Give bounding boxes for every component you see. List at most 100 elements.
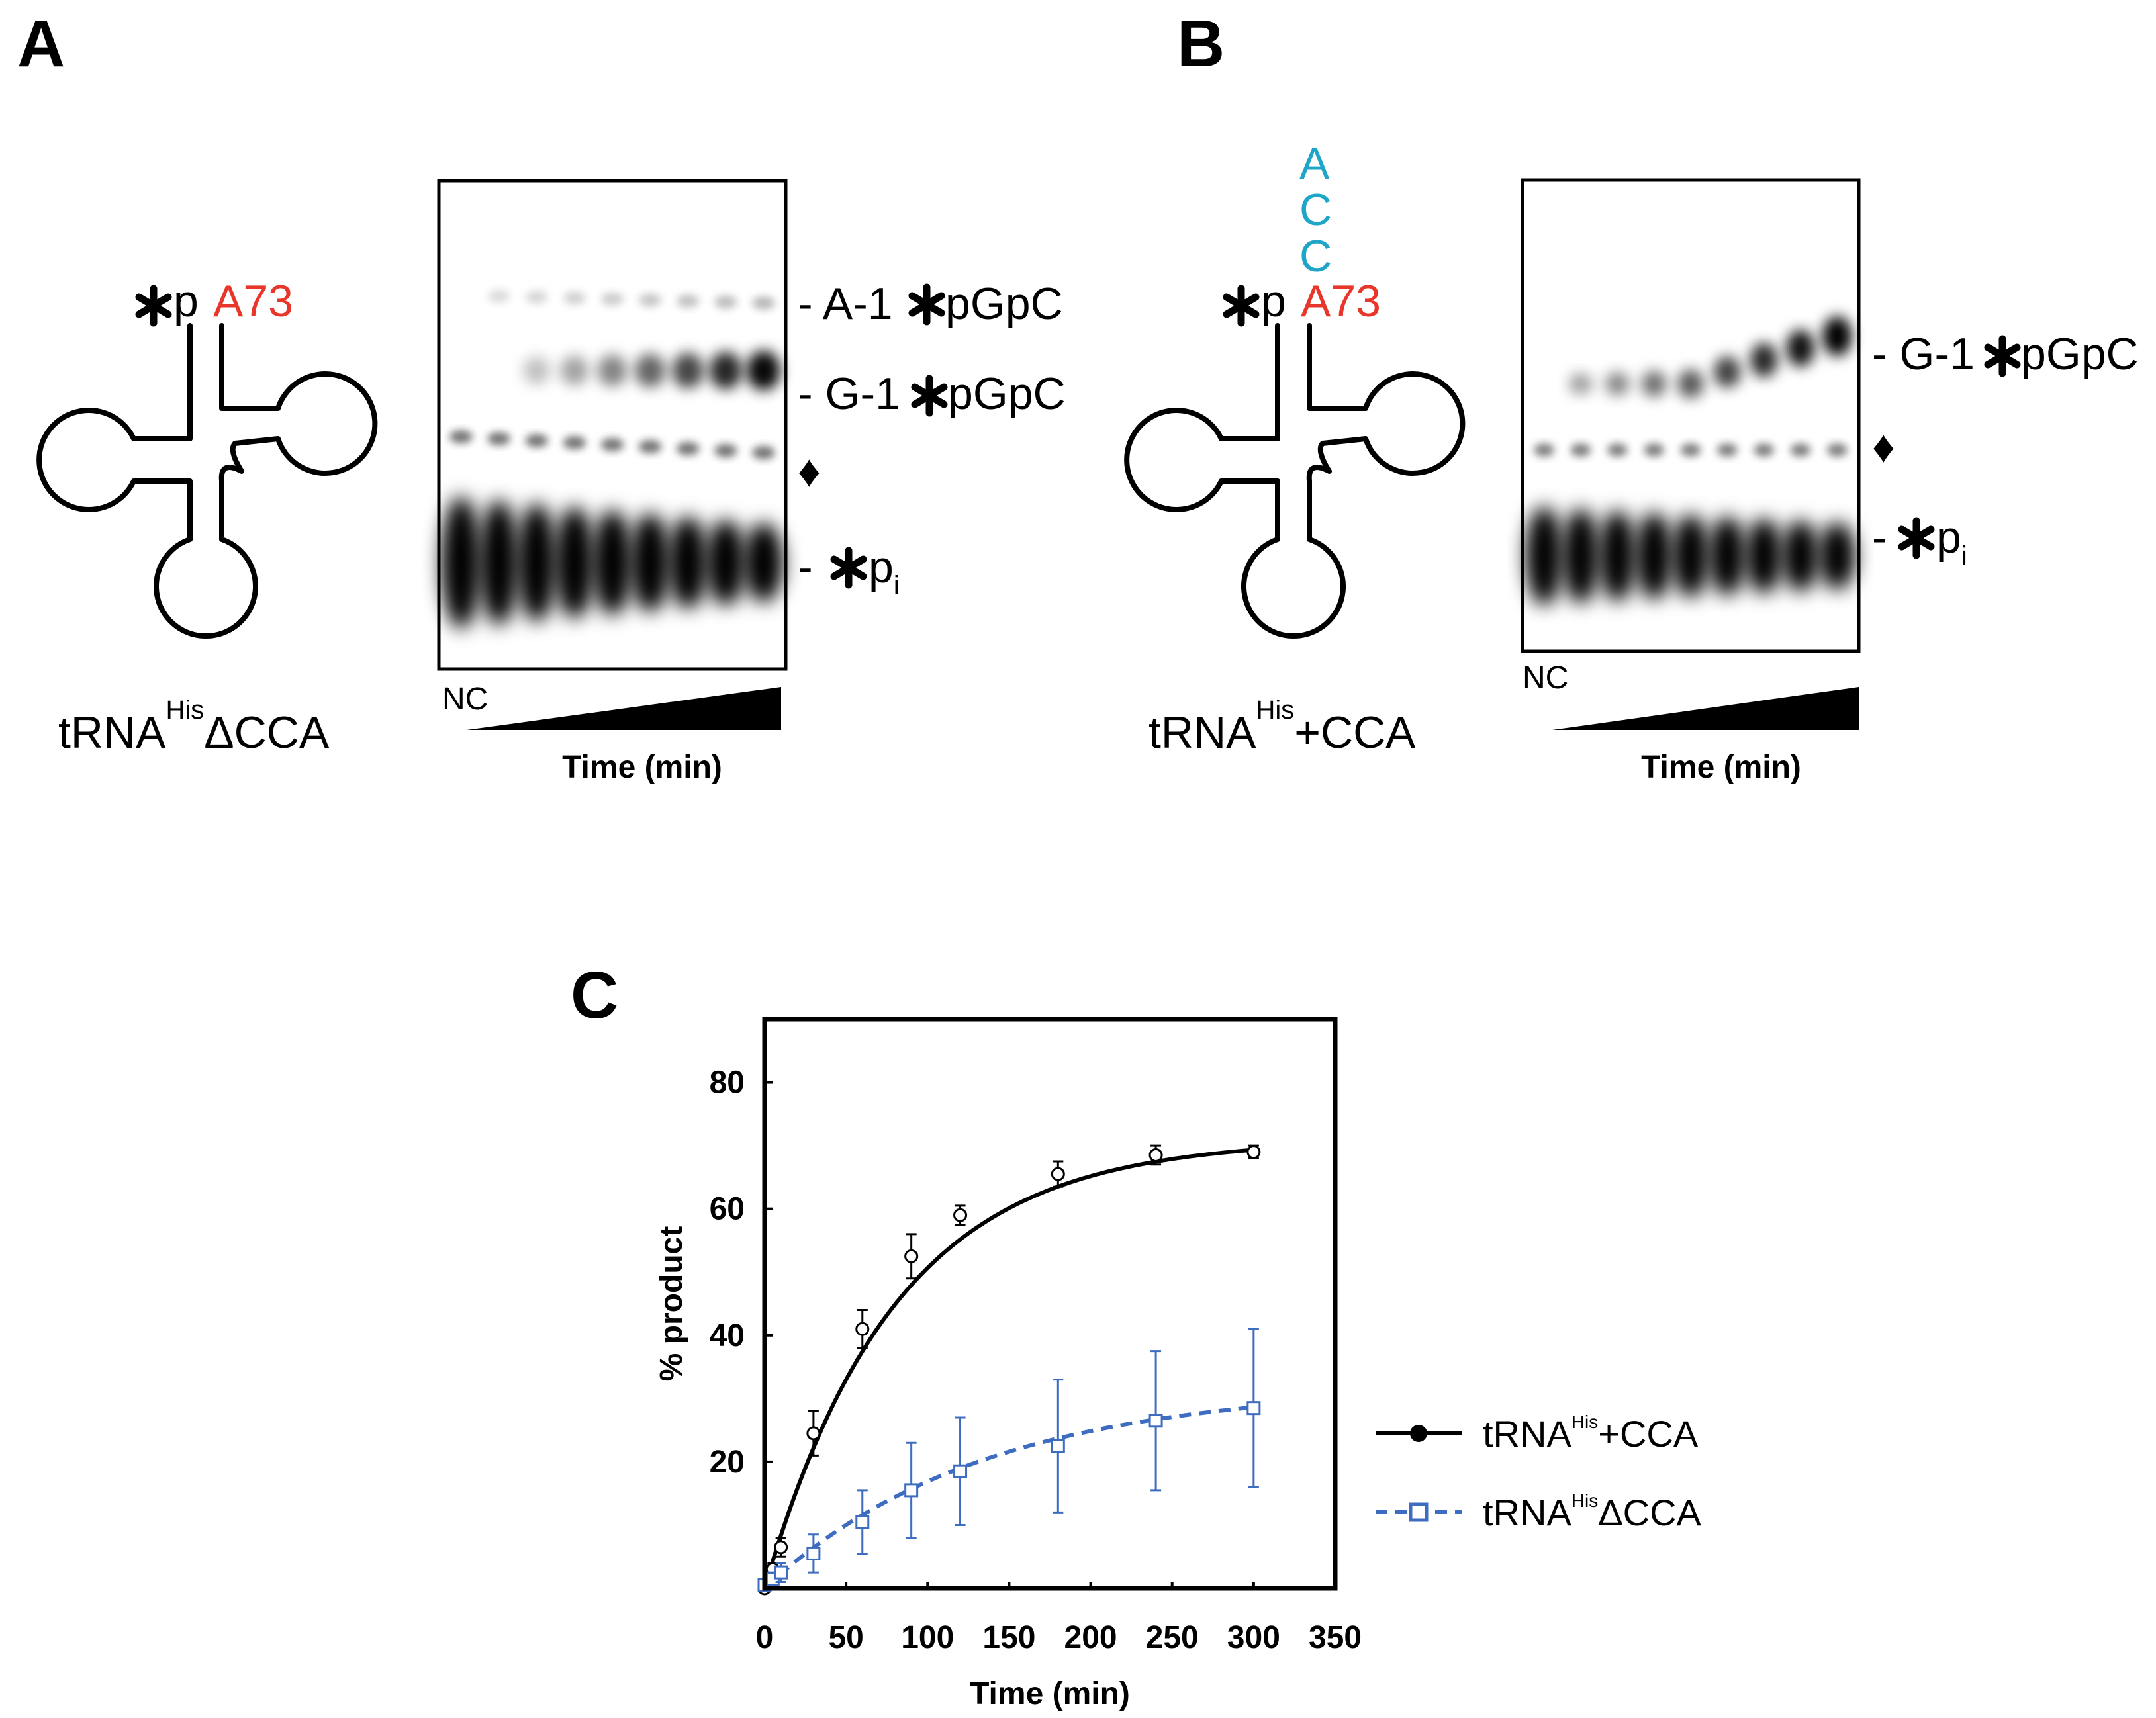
x-tick-label: 350 bbox=[1309, 1620, 1362, 1655]
gel-band bbox=[1641, 371, 1667, 397]
gel-band bbox=[600, 438, 624, 451]
panel-b-letter: B bbox=[1177, 7, 1225, 81]
gel-b: NC Time (min) bbox=[1521, 178, 1861, 785]
gel-a-band-labels: - A-1 pGpC - G-1 pGpC ♦ - pi bbox=[798, 279, 1066, 600]
chart-series bbox=[757, 1144, 1261, 1596]
asterisk-icon bbox=[1902, 521, 1931, 555]
gel-band bbox=[752, 296, 775, 310]
data-point bbox=[1246, 1145, 1261, 1159]
gel-band bbox=[743, 523, 784, 602]
data-point bbox=[1148, 1414, 1163, 1428]
panel-b: B A C C p A73 tRNAHis+CCA NC Time (min) … bbox=[1124, 7, 2139, 785]
gel-band bbox=[1745, 518, 1783, 594]
y-tick-label: 40 bbox=[710, 1318, 745, 1353]
legend-item-dcca: tRNAHisΔCCA bbox=[1376, 1490, 1702, 1533]
data-point bbox=[774, 1540, 788, 1555]
gel-band bbox=[1534, 443, 1554, 457]
series-fit-line bbox=[763, 1405, 1254, 1590]
band-label-a2: - G-1 bbox=[798, 369, 900, 419]
gel-a-time-wedge bbox=[467, 687, 781, 730]
data-point bbox=[774, 1565, 788, 1580]
asterisk-icon bbox=[1227, 289, 1256, 323]
gel-band bbox=[714, 444, 737, 457]
chart-legend: tRNAHis+CCA tRNAHisΔCCA bbox=[1376, 1412, 1702, 1533]
gel-band bbox=[526, 291, 548, 304]
gel-band bbox=[1818, 522, 1856, 590]
x-tick-label: 0 bbox=[756, 1620, 774, 1655]
gel-b-band-labels: - G-1 pGpC ♦ - pi bbox=[1872, 329, 2139, 570]
x-tick-label: 250 bbox=[1146, 1620, 1199, 1655]
gel-band bbox=[523, 357, 550, 384]
gel-band bbox=[1570, 443, 1591, 457]
gel-band bbox=[525, 434, 549, 447]
data-point bbox=[904, 1483, 919, 1498]
data-point bbox=[1246, 1401, 1261, 1416]
gel-band bbox=[706, 520, 746, 606]
gel-band bbox=[1717, 443, 1738, 457]
band-label-b1-suffix: pGpC bbox=[2021, 329, 2139, 379]
gel-band bbox=[746, 351, 781, 390]
gel-band bbox=[592, 510, 632, 615]
gel-band bbox=[1713, 356, 1741, 388]
panel-a: A p A73 tRNAHisΔCCA NC Time (min) - A-1 … bbox=[17, 7, 1066, 785]
trna-cloverleaf-b bbox=[1124, 323, 1466, 639]
gel-band bbox=[1605, 372, 1630, 396]
data-point bbox=[904, 1249, 919, 1263]
gel-band bbox=[1569, 373, 1593, 394]
gel-a-bands bbox=[441, 289, 784, 629]
band-label-a4: - bbox=[798, 542, 813, 592]
x-axis-label: Time (min) bbox=[970, 1676, 1130, 1711]
y-axis-label: % product bbox=[654, 1226, 689, 1382]
gel-band bbox=[1607, 443, 1628, 457]
band-label-b2: ♦ bbox=[1872, 422, 1895, 472]
trna-label-b: tRNAHis+CCA bbox=[1148, 696, 1416, 758]
gel-band bbox=[487, 432, 510, 445]
gel-band bbox=[1709, 516, 1746, 596]
phospho-label-a: p bbox=[173, 276, 199, 326]
gel-band bbox=[449, 430, 473, 443]
gel-band bbox=[1750, 343, 1778, 377]
gel-band bbox=[601, 293, 624, 306]
y-tick-label: 20 bbox=[710, 1445, 745, 1480]
legend-label-cca: tRNAHis+CCA bbox=[1483, 1412, 1699, 1455]
gel-b-nc-label: NC bbox=[1523, 660, 1568, 696]
legend-marker-square bbox=[1409, 1502, 1429, 1522]
gel-band bbox=[630, 513, 671, 612]
asterisk-icon bbox=[139, 289, 168, 323]
band-label-a3: ♦ bbox=[798, 446, 821, 496]
gel-band bbox=[677, 294, 700, 308]
panel-c-letter: C bbox=[571, 958, 618, 1032]
trna-label-a: tRNAHisΔCCA bbox=[58, 696, 330, 758]
legend-marker-circle bbox=[1410, 1425, 1427, 1442]
gel-band bbox=[1525, 506, 1563, 606]
gel-band bbox=[1827, 443, 1848, 457]
gel-band bbox=[479, 500, 519, 625]
gel-band bbox=[676, 442, 700, 455]
gel-band bbox=[672, 353, 704, 388]
gel-band bbox=[668, 516, 708, 609]
gel-band bbox=[560, 355, 588, 386]
gel-band bbox=[1672, 514, 1709, 598]
gel-band bbox=[441, 496, 481, 629]
gel-band bbox=[1786, 330, 1815, 367]
panel-c: C 0 50 100 150 200 250 300 350 20 40 60 80 Time (mi… bbox=[571, 958, 1702, 1711]
gel-band bbox=[1562, 508, 1599, 604]
gel-b-time-wedge bbox=[1552, 687, 1859, 730]
asterisk-icon bbox=[1988, 339, 2017, 373]
band-label-b1: - G-1 bbox=[1872, 329, 1975, 379]
cca-tail-c1: C bbox=[1299, 185, 1332, 235]
gel-a-nc-label: NC bbox=[442, 682, 488, 717]
nucleotide-label-a: A73 bbox=[213, 276, 293, 326]
band-label-b3: - bbox=[1872, 512, 1887, 563]
gel-band bbox=[1790, 443, 1811, 457]
gel-band bbox=[1644, 443, 1664, 457]
data-point bbox=[855, 1322, 870, 1336]
data-point bbox=[806, 1426, 821, 1441]
x-tick-label: 150 bbox=[982, 1620, 1035, 1655]
gel-band bbox=[709, 351, 743, 390]
gel-band bbox=[638, 440, 662, 453]
gel-band bbox=[1599, 510, 1636, 602]
plot-frame bbox=[762, 1017, 1338, 1591]
gel-b-bands bbox=[1525, 316, 1856, 606]
data-point bbox=[1051, 1167, 1065, 1181]
